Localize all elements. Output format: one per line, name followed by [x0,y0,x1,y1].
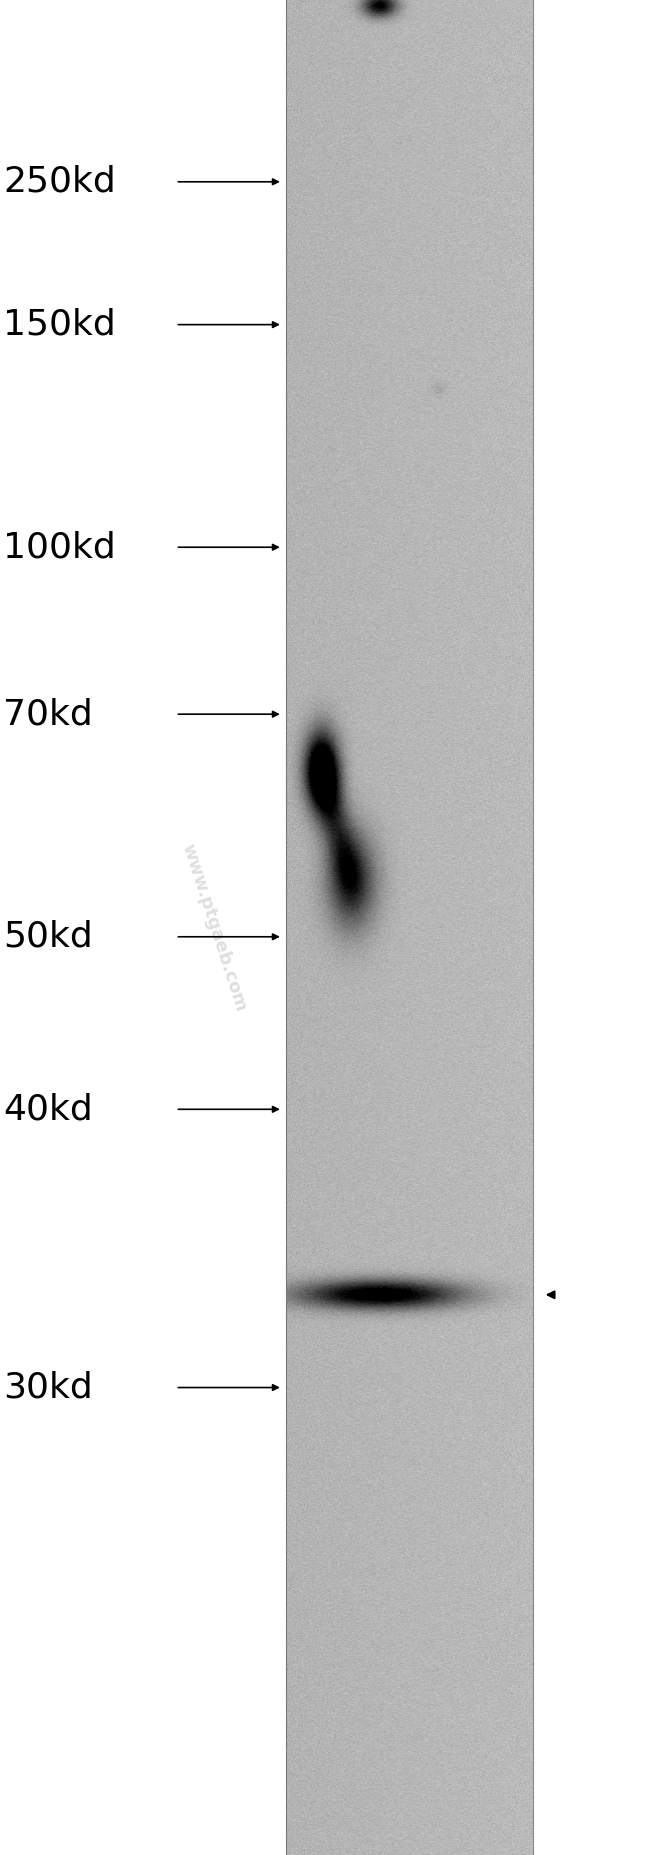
Text: 70kd: 70kd [3,697,93,731]
Text: 50kd: 50kd [3,920,93,953]
Text: 30kd: 30kd [3,1371,93,1404]
Text: 150kd: 150kd [3,308,116,341]
Text: www.ptgaeb.com: www.ptgaeb.com [179,842,250,1013]
Text: 250kd: 250kd [3,165,116,198]
Text: 100kd: 100kd [3,531,116,564]
Text: 40kd: 40kd [3,1093,93,1126]
